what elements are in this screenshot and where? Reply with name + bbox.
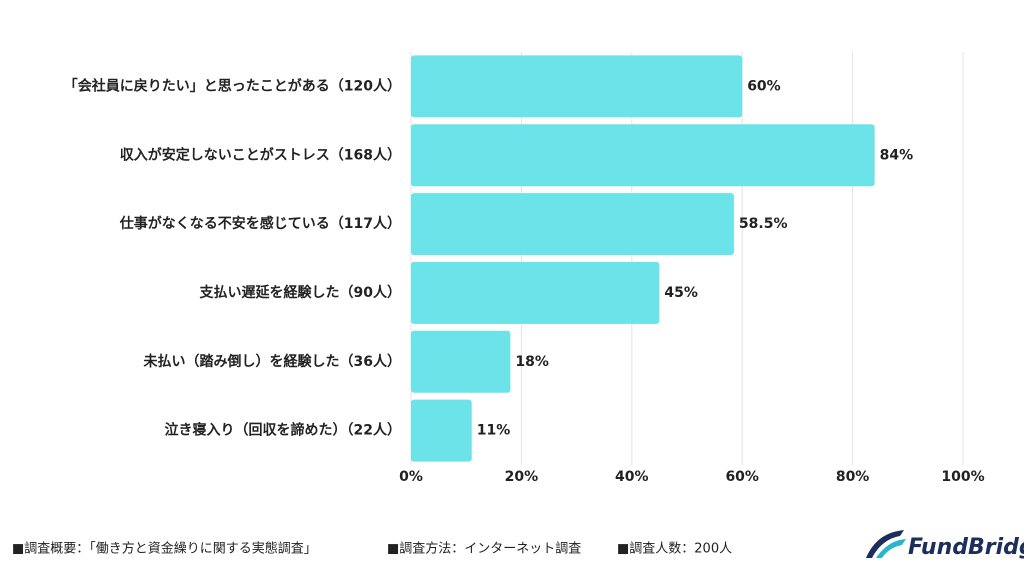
bar xyxy=(411,55,743,118)
value-label: 84% xyxy=(880,147,914,163)
x-tick-label: 60% xyxy=(725,469,759,485)
x-tick-label: 100% xyxy=(941,469,984,485)
bar xyxy=(411,261,660,324)
y-tick-label: 仕事がなくなる不安を感じている（117人） xyxy=(119,215,401,232)
x-tick-label: 20% xyxy=(505,469,539,485)
footnote: ■調査方法：インターネット調査 xyxy=(387,541,581,557)
x-tick-label: 0% xyxy=(399,469,423,485)
logo-text: FundBridge xyxy=(908,535,1024,560)
bar xyxy=(411,399,472,462)
footnote: ■調査人数：200人 xyxy=(617,542,732,557)
y-tick-label: 「会社員に戻りたい」と思ったことがある（120人） xyxy=(64,77,401,94)
bar xyxy=(411,124,875,187)
y-tick-label: 泣き寝入り（回収を諦めた）（22人） xyxy=(165,422,401,439)
bar xyxy=(411,193,734,256)
footnote: ■調査概要：「働き方と資金繰りに関する実態調査」 xyxy=(12,541,317,557)
value-label: 60% xyxy=(747,78,781,94)
value-label: 45% xyxy=(664,285,698,301)
y-tick-label: 未払い（踏み倒し）を経験した（36人） xyxy=(144,353,401,370)
value-label: 58.5% xyxy=(739,216,788,232)
y-tick-label: 収入が安定しないことがストレス（168人） xyxy=(120,146,401,163)
logo-icon xyxy=(866,530,906,558)
x-tick-label: 80% xyxy=(836,469,870,485)
y-tick-label: 支払い遅延を経験した（90人） xyxy=(199,284,401,301)
value-label: 18% xyxy=(515,354,549,370)
value-label: 11% xyxy=(477,423,511,439)
bar xyxy=(411,330,511,393)
x-tick-label: 40% xyxy=(615,469,649,485)
